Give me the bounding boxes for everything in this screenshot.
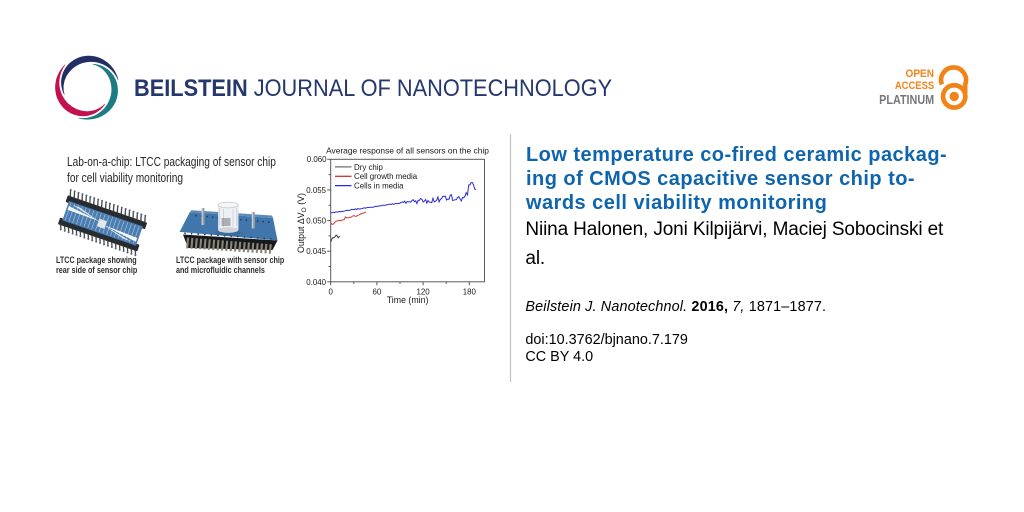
svg-text:0.060: 0.060 (307, 155, 327, 164)
svg-text:Average response of all sensor: Average response of all sensors on the c… (326, 145, 489, 155)
svg-text:120: 120 (417, 288, 431, 297)
svg-text:0.050: 0.050 (306, 217, 326, 226)
svg-text:0.045: 0.045 (306, 247, 326, 256)
svg-text:Cell growth media: Cell growth media (354, 172, 418, 181)
svg-text:Cells in media: Cells in media (354, 182, 404, 191)
svg-text:180: 180 (463, 288, 477, 297)
svg-text:60: 60 (373, 288, 382, 297)
svg-text:Dry chip: Dry chip (354, 163, 384, 172)
svg-text:Time (min): Time (min) (387, 295, 429, 305)
svg-text:0.040: 0.040 (306, 278, 326, 287)
svg-text:0: 0 (329, 288, 334, 297)
svg-text:Output ΔVO (V): Output ΔVO (V) (296, 193, 308, 253)
svg-text:0.055: 0.055 (306, 186, 326, 195)
